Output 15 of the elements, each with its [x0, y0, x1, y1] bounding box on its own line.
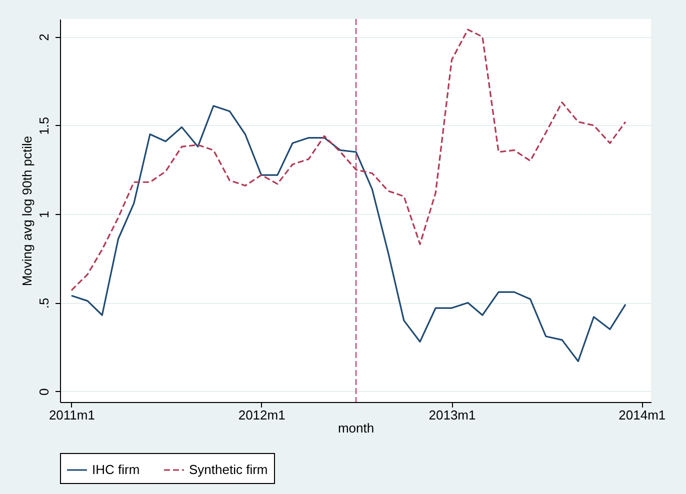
line-series — [70, 105, 626, 362]
x-tick-label: 2012m1 — [238, 408, 286, 422]
x-axis-title: month — [338, 420, 374, 436]
line-series — [70, 28, 626, 292]
y-tick-label: 2 — [36, 34, 52, 41]
x-tick-label: 2011m1 — [48, 408, 95, 422]
x-tick-label: 2013m1 — [428, 408, 476, 422]
legend-label: IHC firm — [92, 462, 140, 477]
y-tick-label: 0 — [36, 388, 52, 396]
x-tick-label: 2014m1 — [618, 408, 666, 422]
y-tick-label: .5 — [36, 298, 52, 309]
legend-label: Synthetic firm — [189, 462, 268, 477]
y-tick-label: 1.5 — [36, 116, 52, 135]
y-tick-label: 1 — [36, 210, 52, 218]
y-axis-title: Moving avg log 90th pctile — [20, 136, 34, 286]
